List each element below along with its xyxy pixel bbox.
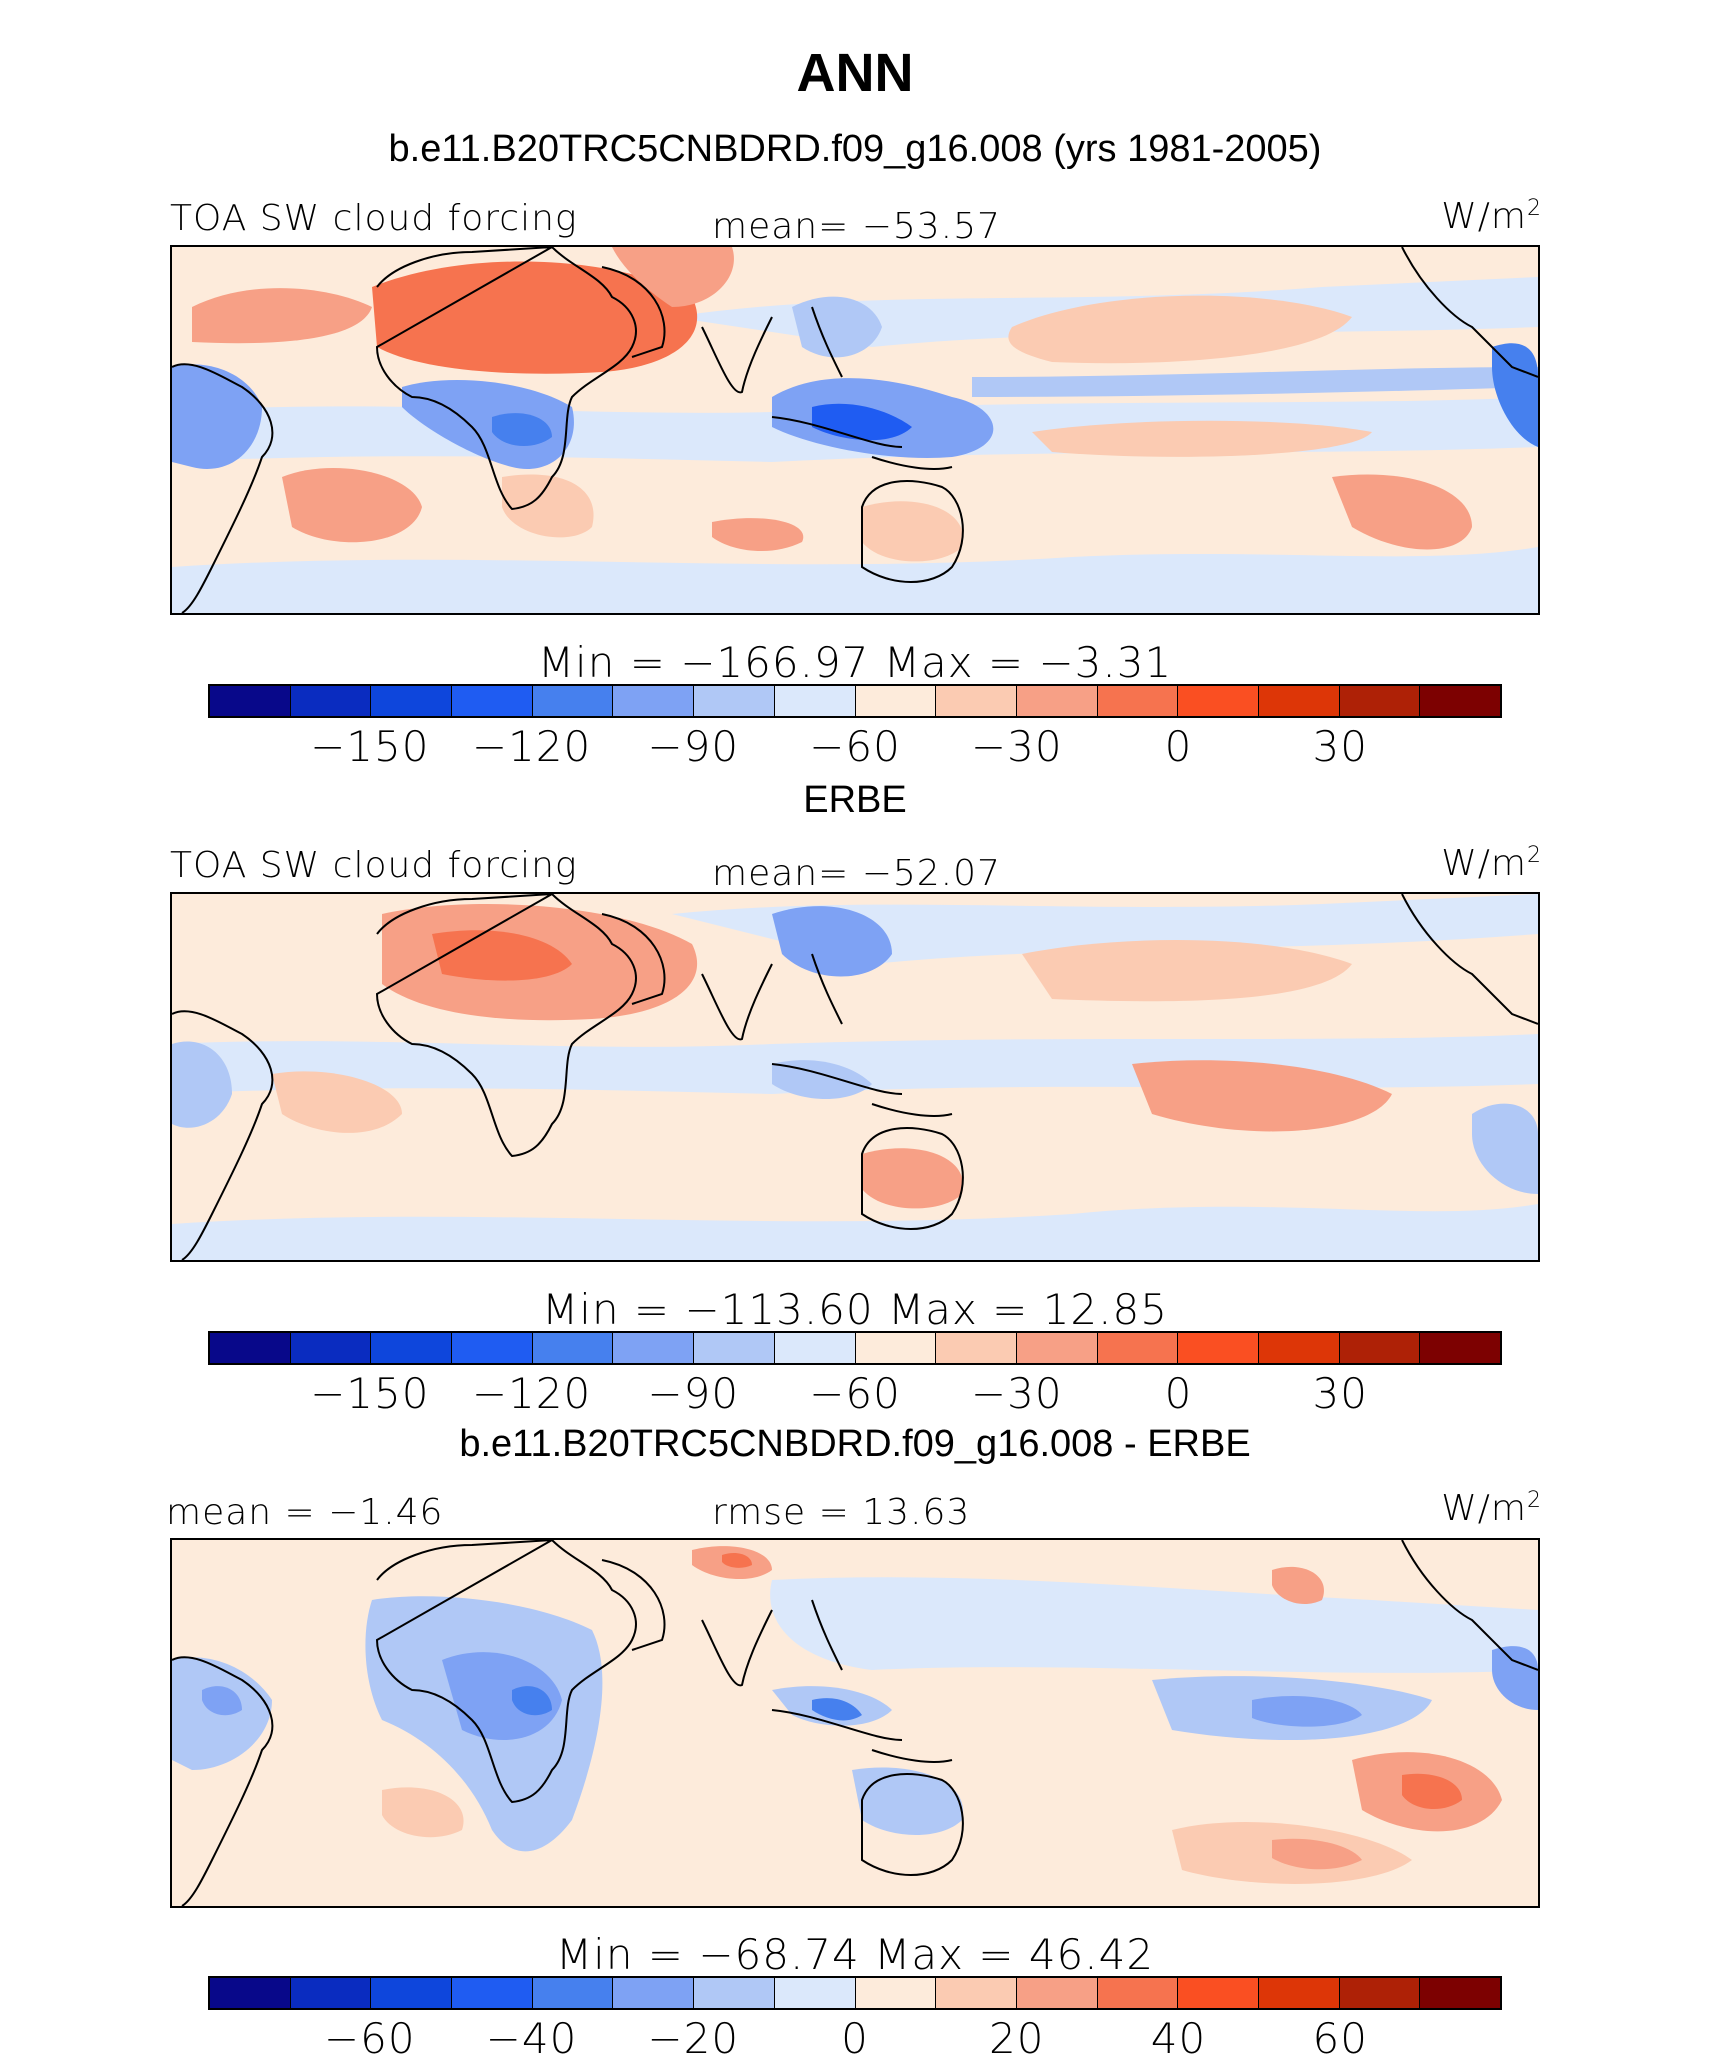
panel-1-map [170,245,1540,615]
colorbar-swatch [774,1333,856,1363]
colorbar-tick-label: −90 [647,1369,740,1418]
colorbar-swatch [371,1978,453,2008]
colorbar-swatch [1016,1333,1098,1363]
panel-3-map [170,1538,1540,1908]
colorbar-swatch [290,1978,372,2008]
colorbar-swatch [694,686,775,716]
colorbar-tick-label: −20 [647,2014,740,2063]
colorbar-swatch [613,686,695,716]
colorbar-swatch [452,1333,533,1363]
panel-2-units: W/m2 [1441,843,1542,884]
colorbar-swatch [1258,1978,1340,2008]
panel-1-minmax: Min = −166.97 Max = −3.31 [537,638,1173,687]
colorbar-swatch [1339,686,1421,716]
main-title: ANN [796,43,914,103]
colorbar-swatch [452,1978,533,2008]
colorbar-swatch [613,1978,695,2008]
panel-2-colorbar-ticks: −150 −120 −90 −60 −30 0 30 [0,1369,1710,1419]
colorbar-tick-label: 0 [1164,722,1193,771]
colorbar-swatch [210,1978,291,2008]
panel-2-colorbar [208,1331,1502,1365]
colorbar-tick-label: −60 [809,1369,901,1418]
colorbar-swatch [290,1333,372,1363]
colorbar-tick-label: 0 [1164,1369,1193,1418]
colorbar-swatch [1420,686,1500,716]
colorbar-tick-label: 40 [1150,2014,1207,2063]
colorbar-swatch [1420,1978,1500,2008]
colorbar-swatch [1258,686,1340,716]
panel-3-colorbar [208,1976,1502,2010]
panel-1-mean-label: mean= −53.57 [712,206,1001,247]
colorbar-swatch [774,686,856,716]
panel-3-mean-label: mean = −1.46 [166,1492,444,1533]
colorbar-swatch [1258,1333,1340,1363]
colorbar-swatch [532,1978,614,2008]
panel-3-subtitle: b.e11.B20TRC5CNBDRD.f09_g16.008 - ERBE [459,1423,1251,1465]
colorbar-swatch [1178,1978,1259,2008]
colorbar-tick-label: −60 [323,2014,416,2063]
panel-2-map [170,892,1540,1262]
colorbar-swatch [1339,1978,1421,2008]
colorbar-swatch [1178,686,1259,716]
colorbar-tick-label: −60 [809,722,901,771]
colorbar-swatch [532,1333,614,1363]
colorbar-swatch [936,686,1017,716]
panel-1-colorbar [208,684,1502,718]
colorbar-swatch [855,1333,937,1363]
colorbar-swatch [1097,1978,1179,2008]
colorbar-swatch [613,1333,695,1363]
colorbar-swatch [210,686,291,716]
colorbar-tick-label: −150 [310,1369,430,1418]
panel-1-variable-label: TOA SW cloud forcing [170,198,578,239]
colorbar-swatch [1097,686,1179,716]
colorbar-tick-label: −30 [970,722,1063,771]
colorbar-tick-label: −120 [471,1369,592,1418]
colorbar-swatch [694,1978,775,2008]
colorbar-tick-label: 0 [841,2014,869,2063]
panel-3-rmse-label: rmse = 13.63 [712,1492,971,1533]
colorbar-tick-label: −30 [970,1369,1063,1418]
colorbar-tick-label: 30 [1312,722,1368,771]
colorbar-swatch [855,686,937,716]
colorbar-swatch [1178,1333,1259,1363]
colorbar-swatch [532,686,614,716]
colorbar-tick-label: −150 [310,722,430,771]
colorbar-tick-label: −120 [471,722,592,771]
panel-3-minmax: Min = −68.74 Max = 46.42 [555,1930,1155,1979]
panel-1-colorbar-ticks: −150 −120 −90 −60 −30 0 30 [0,722,1710,772]
colorbar-swatch [1016,1978,1098,2008]
panel-2-minmax: Min = −113.60 Max = 12.85 [542,1285,1168,1334]
colorbar-swatch [1016,686,1098,716]
colorbar-swatch [290,686,372,716]
panel-2-subtitle: ERBE [803,779,907,821]
panel-3-colorbar-ticks: −60 −40 −20 0 20 40 60 [0,2014,1710,2064]
colorbar-swatch [452,686,533,716]
colorbar-swatch [936,1978,1017,2008]
panel-1-units: W/m2 [1441,196,1542,237]
colorbar-swatch [694,1333,775,1363]
colorbar-tick-label: −90 [647,722,740,771]
colorbar-swatch [371,686,453,716]
colorbar-swatch [371,1333,453,1363]
colorbar-swatch [1339,1333,1421,1363]
panel-1-subtitle: b.e11.B20TRC5CNBDRD.f09_g16.008 (yrs 198… [388,128,1322,170]
colorbar-tick-label: 30 [1312,1369,1368,1418]
panel-2-variable-label: TOA SW cloud forcing [170,845,578,886]
colorbar-swatch [774,1978,856,2008]
colorbar-swatch [210,1333,291,1363]
colorbar-swatch [936,1333,1017,1363]
colorbar-swatch [855,1978,937,2008]
colorbar-tick-label: 20 [989,2014,1045,2063]
colorbar-swatch [1420,1333,1500,1363]
colorbar-swatch [1097,1333,1179,1363]
colorbar-tick-label: 60 [1312,2014,1368,2063]
panel-3-units: W/m2 [1441,1488,1542,1529]
panel-2-mean-label: mean= −52.07 [712,853,1001,894]
colorbar-tick-label: −40 [485,2014,578,2063]
